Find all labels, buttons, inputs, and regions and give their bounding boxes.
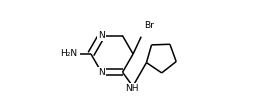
Text: N: N [98,68,105,77]
Text: NH: NH [125,84,139,93]
Text: H₂N: H₂N [60,49,77,59]
Text: N: N [98,31,105,40]
Text: Br: Br [144,21,154,30]
